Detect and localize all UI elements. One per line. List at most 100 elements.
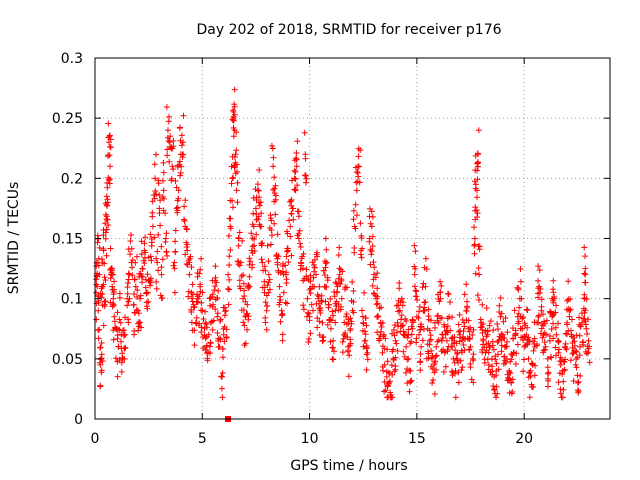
data-point bbox=[157, 197, 164, 204]
data-point bbox=[536, 289, 543, 296]
data-point bbox=[283, 253, 290, 260]
data-point bbox=[274, 261, 281, 268]
data-point bbox=[581, 291, 588, 298]
data-point bbox=[158, 243, 165, 250]
data-point bbox=[461, 291, 468, 298]
data-point bbox=[169, 145, 176, 152]
data-point bbox=[156, 210, 163, 217]
data-point bbox=[412, 287, 419, 294]
data-point bbox=[96, 244, 103, 251]
data-point bbox=[425, 316, 432, 323]
data-point bbox=[103, 193, 110, 200]
data-point bbox=[316, 283, 323, 290]
data-point bbox=[214, 295, 221, 302]
data-point bbox=[514, 341, 521, 348]
data-point bbox=[565, 296, 572, 303]
data-point bbox=[555, 320, 562, 327]
data-point bbox=[449, 314, 456, 321]
data-point bbox=[449, 372, 456, 379]
data-point bbox=[361, 328, 368, 335]
data-point bbox=[457, 357, 464, 364]
data-point bbox=[291, 175, 298, 182]
data-point bbox=[555, 379, 562, 386]
data-point bbox=[221, 338, 228, 345]
data-point bbox=[398, 312, 405, 319]
data-point bbox=[460, 341, 467, 348]
data-point bbox=[107, 163, 114, 170]
data-point bbox=[517, 278, 524, 285]
data-point bbox=[519, 325, 526, 332]
data-point bbox=[582, 265, 589, 272]
data-point bbox=[468, 376, 475, 383]
data-point bbox=[422, 255, 429, 262]
data-point bbox=[426, 327, 433, 334]
data-point bbox=[452, 370, 459, 377]
data-point bbox=[481, 344, 488, 351]
data-point bbox=[429, 365, 436, 372]
data-point bbox=[194, 273, 201, 280]
data-point bbox=[139, 273, 146, 280]
data-point bbox=[157, 222, 164, 229]
data-point bbox=[322, 298, 329, 305]
data-point bbox=[569, 350, 576, 357]
data-point bbox=[535, 277, 542, 284]
data-point bbox=[330, 356, 337, 363]
data-point bbox=[575, 388, 582, 395]
data-point bbox=[171, 259, 178, 266]
data-point bbox=[103, 213, 110, 220]
data-point bbox=[261, 263, 268, 270]
data-point bbox=[265, 271, 272, 278]
x-axis-label: GPS time / hours bbox=[290, 458, 407, 474]
data-point bbox=[149, 209, 156, 216]
data-point bbox=[160, 187, 167, 194]
data-point bbox=[473, 187, 480, 194]
data-point bbox=[293, 163, 300, 170]
data-point bbox=[576, 343, 583, 350]
data-point bbox=[385, 369, 392, 376]
data-point bbox=[308, 301, 315, 308]
data-point bbox=[538, 303, 545, 310]
data-point bbox=[164, 146, 171, 153]
data-point bbox=[262, 267, 269, 274]
data-point bbox=[307, 330, 314, 337]
data-point bbox=[361, 338, 368, 345]
data-point bbox=[272, 211, 279, 218]
data-point bbox=[490, 383, 497, 390]
data-point bbox=[240, 295, 247, 302]
data-point bbox=[203, 342, 210, 349]
data-point bbox=[207, 294, 214, 301]
data-point bbox=[215, 343, 222, 350]
data-point bbox=[484, 327, 491, 334]
data-point bbox=[202, 320, 209, 327]
data-point bbox=[347, 336, 354, 343]
data-point bbox=[371, 264, 378, 271]
data-point bbox=[455, 379, 462, 386]
data-point bbox=[112, 355, 119, 362]
data-point bbox=[438, 348, 445, 355]
data-point bbox=[512, 327, 519, 334]
data-point bbox=[144, 305, 151, 312]
data-point bbox=[206, 343, 213, 350]
data-point bbox=[376, 305, 383, 312]
data-point bbox=[277, 297, 284, 304]
y-tick-label: 0.25 bbox=[52, 111, 83, 127]
data-point bbox=[151, 195, 158, 202]
data-point bbox=[279, 331, 286, 338]
x-tick-label: 10 bbox=[301, 431, 319, 447]
data-point bbox=[277, 318, 284, 325]
data-point bbox=[550, 289, 557, 296]
data-point bbox=[181, 203, 188, 210]
data-point bbox=[236, 262, 243, 269]
data-point bbox=[544, 383, 551, 390]
data-point bbox=[106, 132, 113, 139]
data-point bbox=[294, 208, 301, 215]
data-point bbox=[438, 282, 445, 289]
data-point bbox=[525, 355, 532, 362]
data-point bbox=[178, 163, 185, 170]
data-point bbox=[352, 201, 359, 208]
data-point bbox=[329, 308, 336, 315]
data-point bbox=[118, 338, 125, 345]
data-point bbox=[470, 326, 477, 333]
data-point bbox=[392, 354, 399, 361]
data-point bbox=[105, 222, 112, 229]
